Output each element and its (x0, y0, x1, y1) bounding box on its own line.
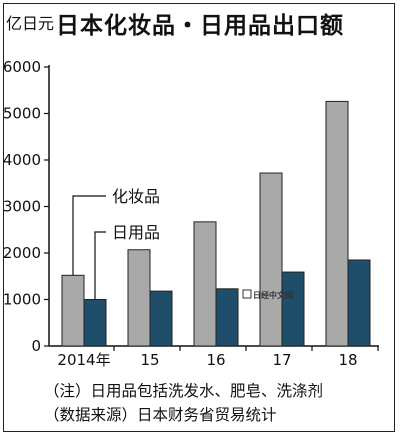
x-tick-label: 18 (338, 351, 357, 369)
y-tick-label: 1000 (3, 291, 41, 309)
bar-cosmetics (127, 249, 151, 347)
bar-daily-goods (215, 288, 239, 347)
bar-cosmetics (325, 100, 349, 347)
legend-label-daily-goods: 日用品 (112, 223, 160, 242)
watermark-logo-icon (242, 289, 252, 299)
y-tick-label: 3000 (3, 198, 41, 216)
chart-title: 日本化妆品・日用品出口额 (56, 13, 344, 39)
y-tick-label: 0 (31, 337, 41, 355)
y-tick-label: 5000 (3, 105, 41, 123)
y-tick-label: 6000 (3, 58, 41, 76)
y-tick-label: 2000 (3, 244, 41, 262)
y-tick-label: 4000 (3, 151, 41, 169)
legend-leader-daily-goods (94, 231, 106, 300)
bar-daily-goods (281, 271, 305, 347)
bar-cosmetics (193, 221, 217, 347)
legend-label-cosmetics: 化妆品 (112, 187, 160, 206)
bar-cosmetics (61, 274, 85, 347)
x-tick-label: 2014年 (57, 351, 110, 369)
bar-daily-goods (83, 299, 107, 347)
x-tick-label: 17 (272, 351, 291, 369)
y-axis-unit-label: 亿日元 (6, 14, 55, 33)
bar-cosmetics (259, 172, 283, 347)
chart-source: （数据来源）日本财务省贸易统计 (44, 406, 277, 424)
bar-daily-goods (347, 259, 371, 347)
watermark-text: 日经中文网 (253, 290, 293, 300)
x-tick-label: 16 (206, 351, 225, 369)
chart-note: （注）日用品包括洗发水、肥皂、洗涤剂 (44, 382, 324, 400)
x-tick-label: 15 (140, 351, 159, 369)
legend-leader-cosmetics (72, 195, 106, 276)
bar-daily-goods (149, 290, 173, 347)
